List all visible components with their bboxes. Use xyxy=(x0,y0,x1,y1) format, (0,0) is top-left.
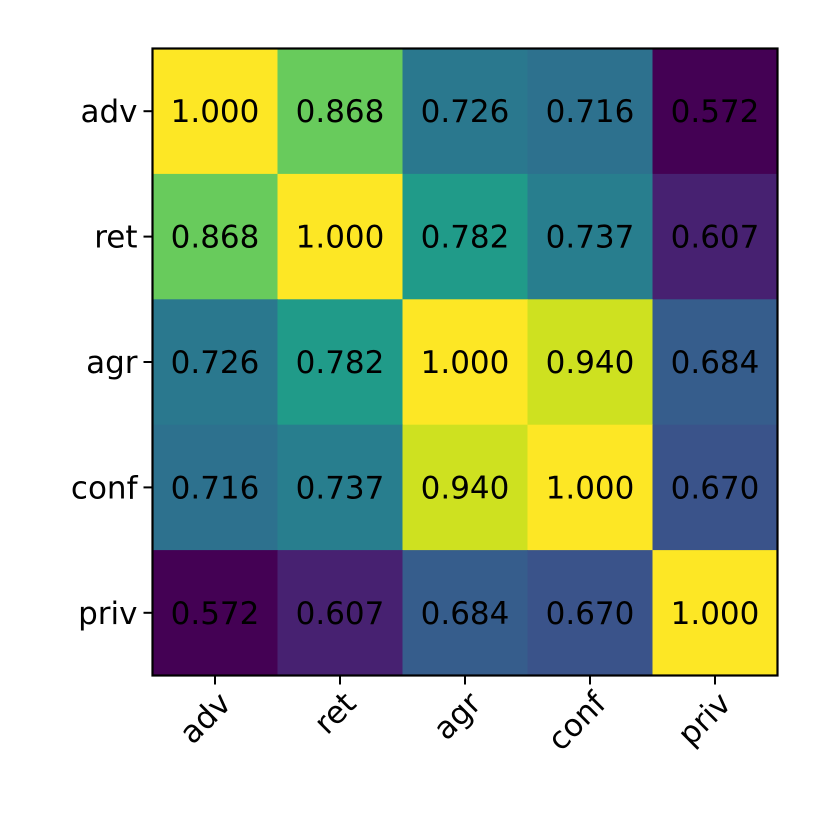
heatmap-cell-adv-conf xyxy=(527,48,653,175)
heatmap-cell-conf-agr xyxy=(402,424,528,551)
heatmap-cell-priv-priv xyxy=(652,550,778,676)
y-axis: adv ret agr conf priv xyxy=(71,94,153,632)
heatmap-cell-conf-conf xyxy=(527,424,653,551)
x-tick-label-ret: ret xyxy=(307,685,363,741)
heatmap-cell-ret-priv xyxy=(652,173,778,300)
heatmap-cell-conf-adv xyxy=(152,424,278,551)
x-tick-label-adv: adv xyxy=(173,685,239,751)
heatmap-cell-ret-adv xyxy=(152,173,278,300)
y-tick-label-conf: conf xyxy=(71,470,139,506)
x-tick-label-agr: agr xyxy=(427,685,489,747)
heatmap-cell-adv-ret xyxy=(277,48,403,175)
cell-value-label: 1.000 xyxy=(421,345,510,381)
cell-value-label: 0.726 xyxy=(421,94,510,130)
heatmap-cell-agr-adv xyxy=(152,299,278,426)
cell-value-label: 1.000 xyxy=(671,596,760,632)
cell-value-label: 0.572 xyxy=(171,596,260,632)
y-tick-label-priv: priv xyxy=(78,596,137,632)
x-tick-label-priv: priv xyxy=(671,685,738,752)
heatmap-cell-conf-priv xyxy=(652,424,778,551)
heatmap-cell-adv-agr xyxy=(402,48,528,175)
heatmap-cell-conf-ret xyxy=(277,424,403,551)
heatmap-cell-adv-adv xyxy=(152,48,278,175)
cell-value-label: 0.670 xyxy=(546,596,635,632)
cell-value-label: 0.572 xyxy=(671,94,760,130)
y-tick-label-adv: adv xyxy=(80,94,137,130)
y-tick-label-ret: ret xyxy=(94,220,137,256)
heatmap-cell-adv-priv xyxy=(652,48,778,175)
cell-value-label: 0.737 xyxy=(296,470,385,506)
heatmap-cell-agr-conf xyxy=(527,299,653,426)
heatmap-cell-priv-agr xyxy=(402,550,528,676)
heatmap-cell-ret-ret xyxy=(277,173,403,300)
cell-value-label: 0.670 xyxy=(671,470,760,506)
x-axis: adv ret agr conf priv xyxy=(173,675,738,758)
heatmap-cell-agr-agr xyxy=(402,299,528,426)
cell-value-label: 0.868 xyxy=(171,220,260,256)
cell-value-label: 0.716 xyxy=(171,470,260,506)
heatmap-cell-agr-ret xyxy=(277,299,403,426)
heatmap-cell-ret-agr xyxy=(402,173,528,300)
cell-value-label: 0.782 xyxy=(296,345,385,381)
cell-value-label: 0.868 xyxy=(296,94,385,130)
cell-value-label: 0.940 xyxy=(546,345,635,381)
cell-value-label: 0.716 xyxy=(546,94,635,130)
heatmap-cell-priv-adv xyxy=(152,550,278,676)
cell-value-label: 1.000 xyxy=(296,220,385,256)
y-tick-label-agr: agr xyxy=(86,345,138,381)
cell-value-label: 1.000 xyxy=(171,94,260,130)
heatmap-cell-priv-conf xyxy=(527,550,653,676)
heatmap-cell-agr-priv xyxy=(652,299,778,426)
cell-value-label: 0.782 xyxy=(421,220,510,256)
cell-value-label: 0.726 xyxy=(171,345,260,381)
heatmap-cell-ret-conf xyxy=(527,173,653,300)
heatmap-cell-priv-ret xyxy=(277,550,403,676)
cell-value-label: 0.607 xyxy=(671,220,760,256)
cell-value-label: 0.737 xyxy=(546,220,635,256)
heatmap-cell-labels: 1.000 0.868 0.726 0.716 0.572 0.868 1.000 0.782… xyxy=(171,94,760,632)
heatmap-cells xyxy=(152,48,778,676)
cell-value-label: 0.684 xyxy=(421,596,510,632)
x-tick-label-conf: conf xyxy=(541,685,614,758)
cell-value-label: 0.940 xyxy=(421,470,510,506)
cell-value-label: 1.000 xyxy=(546,470,635,506)
cell-value-label: 0.607 xyxy=(296,596,385,632)
cell-value-label: 0.684 xyxy=(671,345,760,381)
